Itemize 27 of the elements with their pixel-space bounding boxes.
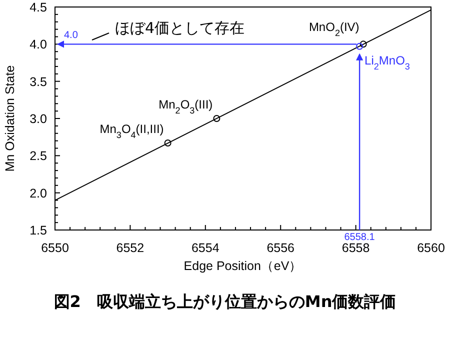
y-tick-label: 3.0	[30, 112, 48, 126]
point	[164, 140, 172, 147]
y-tick-label: 4.0	[30, 38, 48, 52]
annotation: MnO$_{2}$(IV)	[308, 20, 360, 38]
point	[360, 40, 367, 48]
annotation: Mn$_{2}$O$_{3}$(III)	[158, 98, 213, 116]
y-tick-label: 2.0	[30, 186, 48, 200]
y-axis-title: Mn Oxidation State	[3, 65, 17, 172]
x-tick-label: 6550	[41, 241, 69, 255]
point	[356, 42, 364, 50]
x-tick-label: 6556	[266, 241, 295, 255]
ref-line-label: 4.0	[64, 30, 78, 42]
x-axis-title: Edge Position（eV）	[184, 259, 302, 273]
annotation: ほぼ4価として存在	[115, 19, 245, 37]
point	[213, 115, 220, 122]
text: 図2 吸収端立ち上がり位置からのMn価数評価	[54, 292, 396, 311]
y-tick-label: 1.5	[30, 224, 48, 238]
x-tick-label: 6558	[342, 241, 370, 255]
x-tick-label: 6554	[191, 241, 220, 255]
y-tick-label: 4.5	[30, 0, 48, 14]
x-tick-label: 6560	[417, 241, 445, 255]
ref-line-label: 6558.1	[344, 232, 376, 243]
annotation: Li$_{2}$MnO$_{3}$	[364, 53, 410, 72]
x-tick-label: 6552	[116, 241, 144, 255]
annotation: Mn$_{3}$O$_{4}$(II,III)	[100, 122, 164, 140]
y-tick-label: 3.5	[30, 74, 48, 89]
y-tick-label: 2.5	[30, 149, 48, 164]
